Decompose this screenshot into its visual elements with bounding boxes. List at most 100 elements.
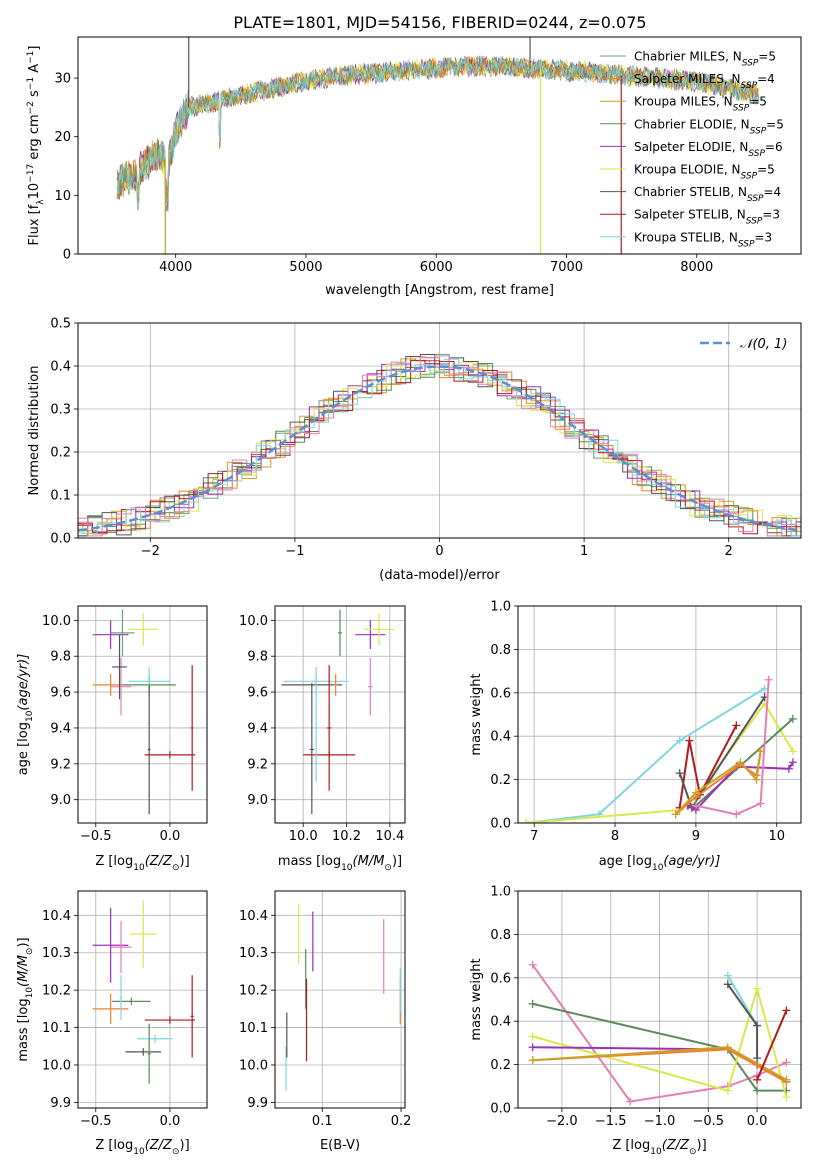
x-tick-label: 6000 <box>420 260 453 275</box>
x-tick-label: −1 <box>285 544 304 559</box>
series-marker <box>752 775 761 784</box>
legend-entry: Kroupa STELIB, NSSP=3 <box>634 230 772 249</box>
y-tick-label: 10.0 <box>42 614 71 629</box>
x-axis-label-part: 10 <box>652 863 664 873</box>
y-axis-label-part: (M/M <box>16 955 31 987</box>
series-marker <box>723 1086 732 1095</box>
series-marker <box>528 1043 537 1052</box>
axes-frame <box>517 890 802 1109</box>
axes-frame <box>517 605 802 824</box>
y-axis-label-part: age [log <box>16 722 31 775</box>
series-line <box>532 1002 787 1092</box>
y-tick-label: 1.0 <box>490 885 511 900</box>
x-axis-label: age [log10(age/yr)] <box>599 854 721 873</box>
legend-entry-part: SSP <box>747 194 764 204</box>
y-axis-label-part: −1 <box>26 51 36 64</box>
x-axis-label: (data-model)/error <box>379 568 500 583</box>
x-axis-label-part: Z [log <box>612 1138 650 1153</box>
x-tick-label: 8000 <box>680 260 713 275</box>
series-line <box>695 679 770 816</box>
series-marker <box>528 1056 537 1065</box>
legend-entry-part: Kroupa ELODIE, N <box>634 163 741 177</box>
series-marker <box>736 758 745 767</box>
y-tick-label: 9.6 <box>247 686 268 701</box>
errorbar-marks <box>92 609 196 815</box>
legend-entry: Kroupa MILES, NSSP=5 <box>634 95 767 114</box>
series-marker <box>626 1097 635 1106</box>
x-axis-label-part: (Z/Z <box>145 1138 173 1153</box>
massweight-vs-metallicity-panel: −2.0 −1.5 −1.0 −0.5 0.0 0.0 0.2 0.4 0.6 0.8 1.0 Z [… <box>469 885 802 1157</box>
x-tick-label: 10.2 <box>332 829 361 844</box>
spectrum-line <box>116 56 760 205</box>
legend-entry-part: Salpeter STELIB, N <box>634 208 746 222</box>
y-tick-label: 10.4 <box>42 909 71 924</box>
series-marker <box>784 764 793 773</box>
x-tick-label: 0.0 <box>160 1114 181 1129</box>
legend-entry-part: SSP <box>741 81 758 91</box>
series-marker <box>528 999 537 1008</box>
y-tick-label: 10.4 <box>239 909 268 924</box>
age-vs-metallicity-panel: −0.5 0.09.09.29.49.69.810.0Z [log10(Z/Z⊙)… <box>16 605 208 873</box>
y-tick-label: 0.4 <box>490 1015 511 1030</box>
x-axis-label-part: mass [log <box>278 854 341 869</box>
x-axis-label: Z [log10(Z/Z⊙)] <box>612 1138 706 1157</box>
y-tick-label: 9.2 <box>50 757 71 772</box>
y-tick-label: 10.2 <box>42 984 71 999</box>
x-tick-label: 10 <box>768 829 785 844</box>
legend-entry-part: =4 <box>764 185 782 199</box>
y-axis-label: age [log10(age/yr)] <box>16 654 35 776</box>
y-tick-label: 1.0 <box>490 600 511 615</box>
series-line <box>525 687 766 823</box>
y-tick-label: 0.0 <box>490 1102 511 1117</box>
series-marker <box>782 1093 791 1102</box>
errorbar-marks <box>285 904 401 1092</box>
y-axis-label: mass weight <box>469 673 484 755</box>
y-tick-label: 10.3 <box>42 946 71 961</box>
x-tick-label: 4000 <box>159 260 192 275</box>
x-axis-label-part: (Z/Z <box>662 1138 690 1153</box>
legend-entry-part: Chabrier MILES, N <box>634 50 742 64</box>
axes-frame <box>77 36 802 255</box>
x-tick-label: −0.5 <box>693 1114 725 1129</box>
x-tick-label: 7 <box>530 829 538 844</box>
axes-frame <box>274 890 406 1109</box>
gaussian-curve <box>78 365 801 532</box>
legend-entry-part: =3 <box>754 230 772 244</box>
legend-entry: Kroupa ELODIE, NSSP=5 <box>634 163 775 182</box>
legend-entry-part: SSP <box>738 239 755 249</box>
legend-entry-part: Kroupa STELIB, N <box>634 230 738 244</box>
x-tick-label: 0.0 <box>747 1114 768 1129</box>
y-tick-label: 10.3 <box>239 946 268 961</box>
y-axis-label-part: Flux [f <box>27 204 42 245</box>
x-axis-label-part: (age/yr)] <box>663 854 720 869</box>
series-marker <box>782 1006 791 1015</box>
legend-entry-part: Chabrier ELODIE, N <box>634 117 750 131</box>
series-marker <box>723 980 732 989</box>
legend-entry: Chabrier MILES, NSSP=5 <box>634 50 776 69</box>
y-axis-label-part: erg cm <box>27 114 42 163</box>
series-marker <box>782 1058 791 1067</box>
line-marks <box>522 675 797 823</box>
x-tick-label: −1.5 <box>595 1114 627 1129</box>
spectrum-lines <box>116 37 760 254</box>
y-tick-label: 10.0 <box>42 1058 71 1073</box>
x-tick-label: −2 <box>141 544 160 559</box>
y-tick-label: 10.0 <box>239 1058 268 1073</box>
x-tick-label: −1.0 <box>644 1114 676 1129</box>
y-axis-label: Normed distribution <box>27 366 42 496</box>
y-tick-label: 0.2 <box>490 1058 511 1073</box>
x-axis-label-part: )] <box>392 854 402 869</box>
y-tick-label: 0.8 <box>490 928 511 943</box>
y-tick-label: 0.5 <box>50 317 71 332</box>
series-marker <box>753 1021 762 1030</box>
x-tick-label: 1 <box>580 544 588 559</box>
y-tick-label: 10.0 <box>239 614 268 629</box>
axes-frame <box>77 605 208 824</box>
legend-entry-part: Kroupa MILES, N <box>634 95 733 109</box>
y-axis-label: mass weight <box>469 958 484 1040</box>
legend-entry-part: SSP <box>748 149 765 159</box>
y-axis-label-part: s <box>27 90 42 101</box>
legend-entry-part: SSP <box>746 217 763 227</box>
